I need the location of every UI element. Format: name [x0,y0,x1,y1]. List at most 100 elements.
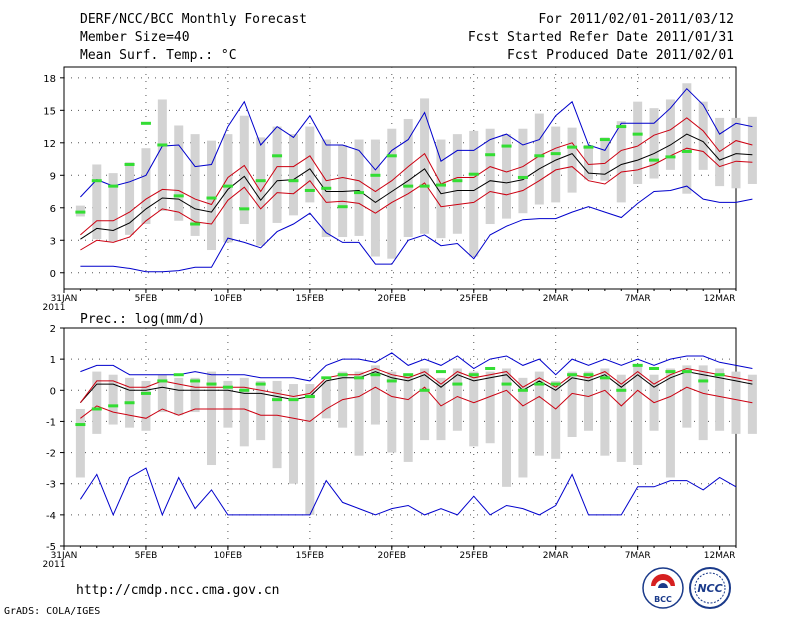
median-marker [386,379,397,383]
spread-box [682,83,692,194]
median-marker [337,373,348,377]
spread-box [534,371,544,456]
median-marker [665,370,676,374]
median-marker [321,186,332,190]
median-marker [468,172,479,176]
x-tick-label: 2MAR [543,551,569,561]
median-marker [140,391,151,395]
median-marker [157,379,168,383]
median-marker [75,210,86,214]
median-marker [190,379,201,383]
x-tick-label: 15FEB [296,294,325,304]
median-marker [534,154,545,158]
median-marker [288,398,299,402]
spread-box [75,408,85,478]
median-marker [255,179,266,183]
spread-box [420,368,430,441]
median-marker [632,363,643,367]
spread-box [256,380,266,441]
spread-box [682,365,692,428]
spread-box [649,108,659,179]
spread-box [92,371,102,434]
spread-box [485,128,495,225]
line-ensemble-mean [80,133,753,240]
median-marker [370,173,381,177]
median-marker [501,382,512,386]
spread-box [616,121,626,203]
spread-box [157,99,167,212]
spread-box [157,374,167,413]
spread-box [665,99,675,170]
source-url[interactable]: http://cmdp.ncc.cma.gov.cn [76,583,280,598]
variable-label: Mean Surf. Temp.: °C [80,48,237,63]
spread-box [731,117,741,189]
median-marker [698,379,709,383]
spread-box [288,134,298,216]
spread-box [747,116,757,184]
spread-box [239,115,249,225]
spread-box [616,374,626,462]
spread-box [354,139,364,236]
y-tick-label: 2 [50,324,56,335]
spread-box [321,380,331,419]
median-marker [206,196,217,200]
line-ensemble-min [80,185,753,273]
spread-box [403,118,413,238]
median-marker [599,376,610,380]
median-marker [550,152,561,156]
y-tick-label: 18 [43,74,56,85]
median-marker [108,404,119,408]
y-tick-label: 0 [50,269,56,280]
median-marker [649,366,660,370]
y-tick-label: 9 [50,171,56,182]
spread-box [272,126,282,223]
spread-box [436,377,446,441]
spread-box [502,134,512,219]
spread-box [190,377,200,413]
median-marker [140,121,151,125]
median-marker [321,376,332,380]
forecast-produced-date: Fcst Produced Date 2011/02/01 [507,48,734,63]
median-marker [370,373,381,377]
x-tick-label: 31JAN [51,551,78,561]
x-tick-label: 20FEB [378,294,407,304]
median-marker [567,145,578,149]
spread-box [141,148,151,225]
median-marker [288,179,299,183]
spread-box [600,368,610,456]
median-marker [304,395,315,399]
median-marker [550,382,561,386]
line-lower-spread [80,386,753,422]
y-tick-label: 6 [50,204,56,215]
median-marker [124,162,135,166]
x-tick-label: 5FEB [135,294,158,304]
median-marker [501,144,512,148]
median-marker [157,143,168,147]
spread-box [223,134,233,243]
spread-box [338,144,348,238]
spread-box [633,365,643,466]
median-marker [468,373,479,377]
spread-box [600,137,610,181]
spread-box [715,368,725,431]
median-marker [91,179,102,183]
median-marker [517,388,528,392]
spread-box [698,101,708,170]
median-marker [419,184,430,188]
median-marker [91,407,102,411]
spread-box [469,371,479,447]
spread-box [731,371,741,434]
spread-box [272,380,282,469]
spread-box [288,384,298,484]
spread-box [436,139,446,239]
spread-box [420,98,430,234]
spread-box [518,377,528,478]
spread-box [305,384,315,515]
spread-box [370,365,380,425]
median-marker [403,373,414,377]
spread-box [108,173,118,242]
median-marker [75,423,86,427]
spread-box [469,130,479,257]
median-marker [452,179,463,183]
